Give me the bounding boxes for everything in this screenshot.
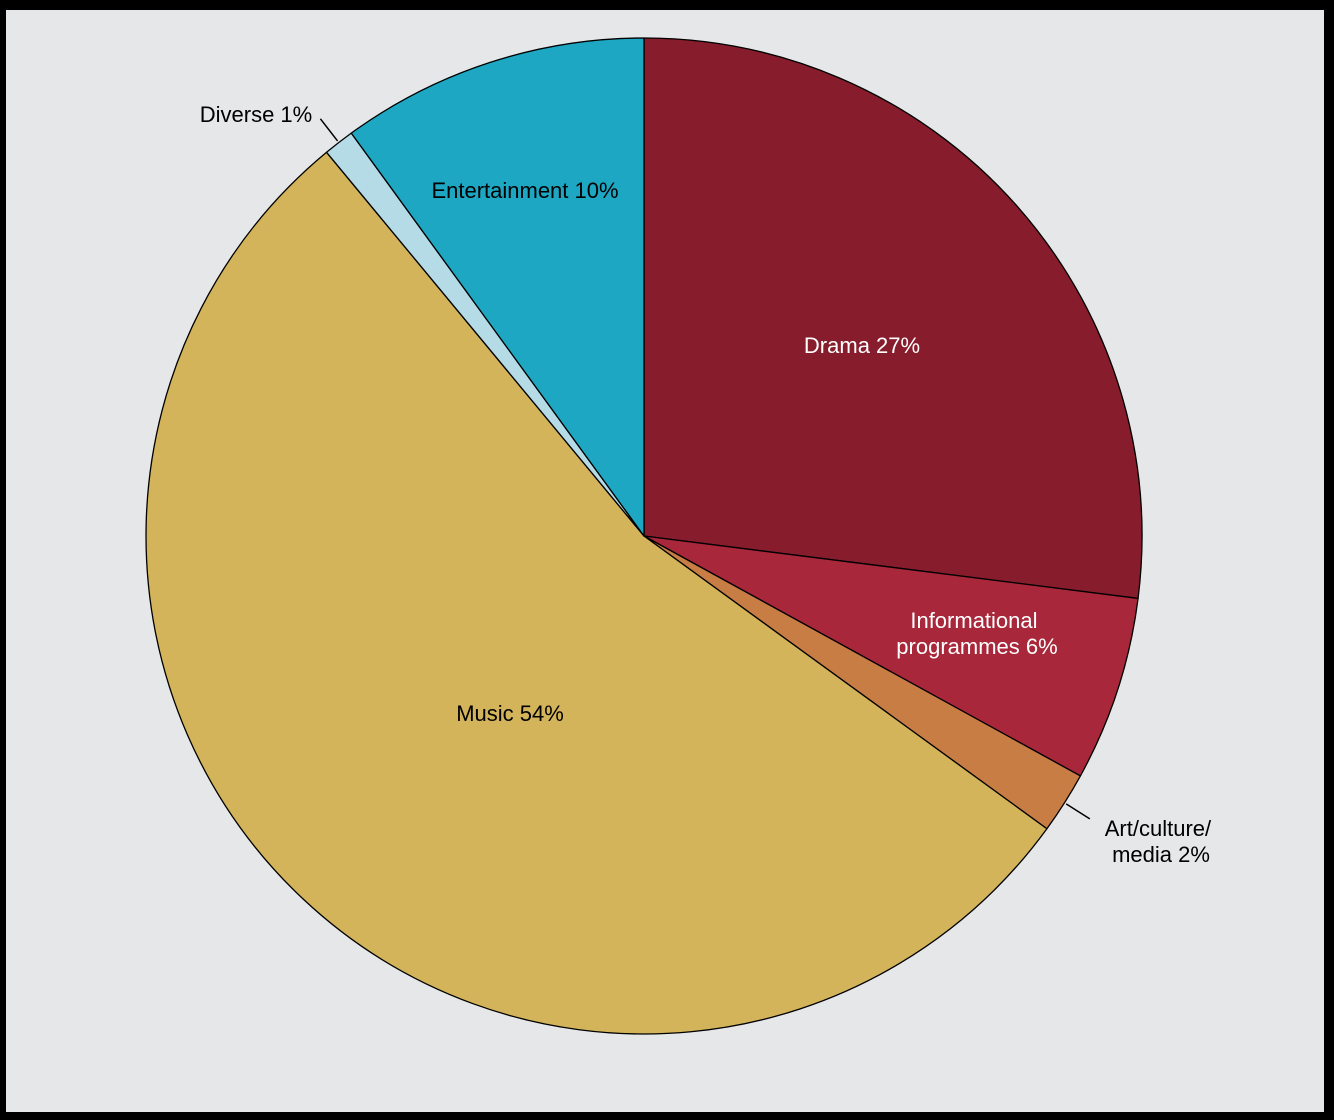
label-art-line-2: media 2% xyxy=(1112,842,1210,867)
slice-informational-programmes xyxy=(643,535,1139,777)
slice-entertainment xyxy=(350,37,645,537)
slice-music xyxy=(145,151,1048,1035)
label-art-line-1: Art/culture/ xyxy=(1105,816,1212,841)
slice-labels: Drama 27% Informational programmes 6% Ar… xyxy=(200,102,1218,867)
leader-line-diverse xyxy=(319,118,339,142)
label-informational-programmes: Informational programmes 6% xyxy=(896,608,1057,659)
label-diverse: Diverse 1% xyxy=(200,102,312,127)
leader-line-art-culture-media xyxy=(1065,803,1091,820)
slice-drama xyxy=(643,37,1143,600)
label-informational-line-2: programmes 6% xyxy=(896,634,1057,659)
leader-lines xyxy=(319,118,1091,820)
label-informational-line-1: Informational xyxy=(910,608,1037,633)
label-art-culture-media: Art/culture/ media 2% xyxy=(1105,816,1218,867)
label-music: Music 54% xyxy=(456,701,564,726)
label-entertainment: Entertainment 10% xyxy=(431,178,618,203)
label-drama: Drama 27% xyxy=(804,333,920,358)
pie-slices xyxy=(145,37,1143,1035)
